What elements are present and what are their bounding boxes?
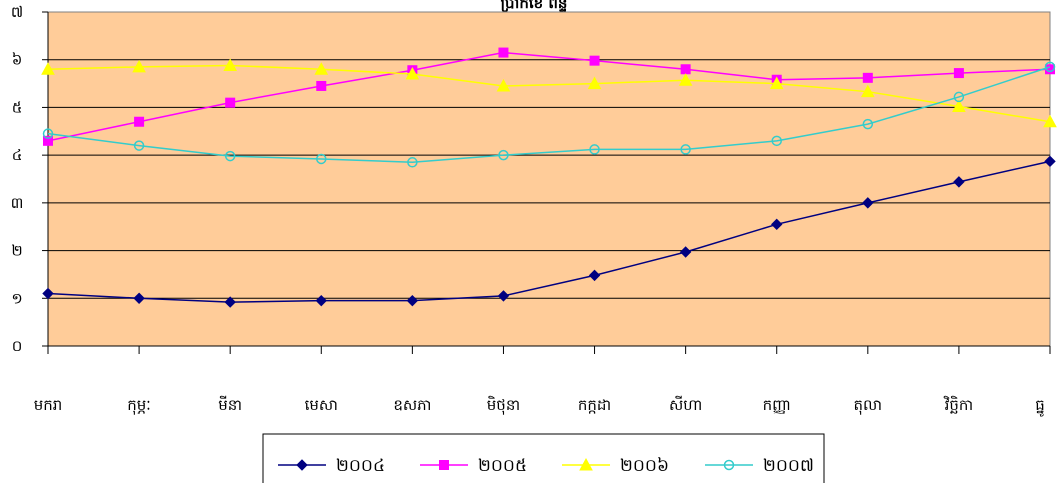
data-point — [133, 292, 145, 304]
data-point — [589, 144, 600, 155]
legend-label: ២០០៥ — [478, 456, 527, 476]
x-tick-label: កញ្ញា — [763, 396, 791, 414]
y-tick-label: ២ — [11, 242, 22, 260]
x-tick-label: ធ្នូ — [1035, 396, 1045, 417]
x-tick-label: មីនា — [218, 395, 242, 414]
data-point — [224, 150, 236, 162]
series-២០០៤ — [42, 155, 1056, 308]
data-point — [771, 135, 782, 147]
plot-area — [47, 11, 1051, 347]
y-tick-label: ១ — [11, 289, 22, 307]
data-point — [1044, 155, 1056, 168]
data-point — [860, 84, 875, 98]
legend-marker — [439, 460, 449, 470]
legend-entry: ២០០៦ — [562, 456, 669, 476]
x-tick-label: មេសា — [305, 396, 338, 414]
y-tick-label: ៣ — [11, 194, 24, 212]
data-point — [1044, 61, 1056, 73]
legend-marker — [579, 457, 593, 471]
data-point — [496, 78, 511, 92]
legend-marker — [296, 459, 308, 471]
data-point — [862, 72, 873, 83]
legend-marker — [723, 459, 735, 471]
series-line — [47, 64, 1051, 123]
data-point — [41, 62, 55, 75]
data-point — [587, 76, 602, 90]
legend-entry: ២០០៤ — [278, 456, 385, 476]
data-point — [132, 59, 146, 73]
data-point — [314, 62, 329, 75]
data-point — [680, 144, 691, 155]
y-tick-label: ៤ — [12, 146, 23, 164]
legend: ២០០៤ ២០០៥ ២០០៦ ២០០៧ — [262, 433, 825, 483]
legend-entry: ២០០៥ — [420, 456, 527, 476]
data-point — [588, 269, 601, 282]
data-point — [769, 76, 784, 90]
data-point — [953, 176, 965, 188]
series-line — [47, 66, 1051, 164]
data-point — [953, 68, 964, 79]
data-point — [678, 73, 693, 86]
legend-label: ២០០៤ — [336, 456, 385, 476]
data-point — [43, 135, 53, 146]
data-point — [406, 294, 419, 307]
data-point — [315, 294, 327, 307]
y-tick-label: ៥ — [12, 98, 23, 116]
series-line — [47, 160, 1051, 303]
data-point — [316, 80, 327, 91]
data-point — [1043, 114, 1057, 128]
data-point — [952, 99, 966, 112]
data-point — [680, 64, 691, 75]
series-group — [41, 47, 1057, 308]
x-tick-label: វិច្ឆិកា — [943, 395, 973, 414]
x-tick-label: មករា — [34, 396, 63, 414]
series-line — [47, 51, 1051, 142]
data-point — [223, 58, 238, 71]
x-tick-label: មិថុនា — [487, 395, 520, 415]
x-tick-label: ឧសភា — [393, 396, 431, 414]
data-point — [679, 246, 692, 258]
data-point — [862, 118, 874, 130]
data-point — [42, 287, 54, 300]
gridlines — [48, 59, 1050, 299]
data-point — [133, 140, 145, 151]
data-point — [771, 218, 783, 231]
y-tick-label: ០ — [12, 337, 23, 355]
data-point — [862, 197, 874, 209]
data-point — [405, 66, 420, 80]
x-tick-label: សីហា — [669, 395, 702, 414]
x-tick-label: តុលា — [854, 396, 883, 415]
series-២០០៧ — [42, 61, 1056, 168]
data-point — [224, 296, 236, 308]
data-point — [225, 97, 236, 108]
legend-label: ២០០៧ — [763, 456, 814, 476]
x-tick-label: កុម្ភៈ — [127, 396, 151, 415]
x-tick-label: កក្កដា — [578, 396, 611, 414]
chart-title: ប្រាក់ខែ ពិន្ទុ — [501, 0, 568, 15]
data-point — [407, 157, 418, 168]
legend-entry: ២០០៧ — [705, 456, 814, 476]
data-point — [953, 91, 965, 103]
legend-label: ២០០៦ — [620, 456, 669, 476]
legend-box — [262, 433, 825, 483]
series-២០០៦ — [41, 58, 1057, 128]
data-point — [42, 128, 54, 139]
y-tick-label: ៦ — [12, 51, 23, 69]
data-point — [498, 47, 509, 58]
y-tick-label: ៧ — [11, 3, 23, 21]
data-point — [497, 290, 510, 302]
data-point — [498, 149, 509, 161]
data-point — [134, 116, 145, 127]
data-point — [316, 153, 327, 165]
data-point — [589, 55, 600, 66]
